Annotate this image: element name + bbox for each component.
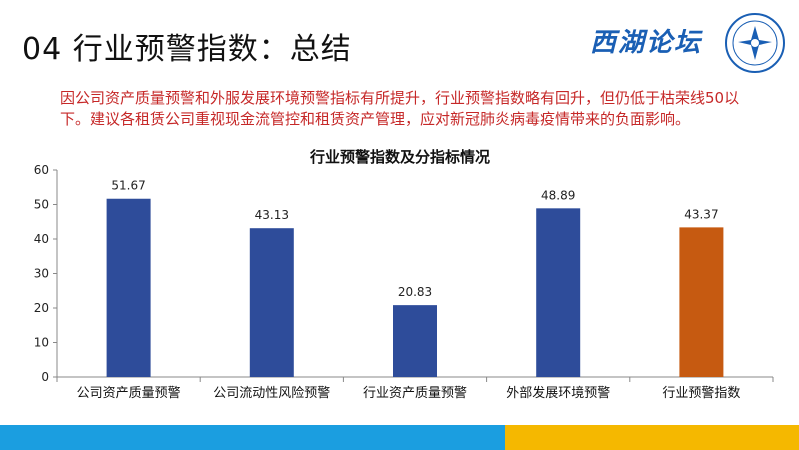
data-labels: 51.67 43.13 20.83 48.89 43.37 (111, 179, 718, 299)
slide-title: 04 行业预警指数：总结 (22, 32, 352, 67)
bar (393, 305, 437, 377)
x-tick-label: 行业预警指数 (662, 385, 740, 401)
y-axis-ticks: 0 10 20 30 40 50 60 (34, 163, 57, 384)
x-tick-label: 外部发展环境预警 (506, 385, 610, 401)
bar (249, 228, 294, 377)
x-axis-labels: 公司资产质量预警 公司流动性风险预警 行业资产质量预警 外部发展环境预警 行业预警指数 (77, 385, 741, 401)
y-tick-label: 60 (34, 163, 49, 177)
bar-chart: 行业预警指数及分指标情况 0 10 20 30 40 50 60 51.67 43.13 20.… (34, 148, 774, 401)
bar (679, 227, 724, 377)
chart-title: 行业预警指数及分指标情况 (309, 148, 490, 166)
data-label: 48.89 (541, 188, 575, 202)
data-label: 20.83 (398, 285, 432, 299)
y-tick-label: 10 (34, 336, 49, 350)
forum-seal-icon (725, 13, 785, 73)
bottom-bar-yellow (505, 425, 799, 450)
y-tick-label: 0 (41, 370, 49, 384)
y-tick-label: 30 (34, 267, 49, 281)
y-tick-label: 20 (34, 301, 49, 315)
y-tick-label: 40 (34, 232, 49, 246)
x-tick-label: 公司流动性风险预警 (213, 385, 330, 401)
data-label: 43.13 (255, 208, 289, 222)
bar (106, 198, 151, 377)
bottom-bar-blue (0, 425, 505, 450)
y-tick-label: 50 (34, 198, 49, 212)
bar-series (106, 198, 724, 377)
x-tick-label: 公司资产质量预警 (77, 385, 181, 401)
data-label: 51.67 (111, 179, 145, 193)
logo-text: 西湖论坛 (590, 28, 703, 58)
data-label: 43.37 (684, 207, 718, 221)
x-tick-label: 行业资产质量预警 (363, 385, 467, 401)
summary-text: 因公司资产质量预警和外服发展环境预警指标有所提升，行业预警指数略有回升，但仍低于… (60, 89, 740, 128)
bar (536, 208, 581, 377)
